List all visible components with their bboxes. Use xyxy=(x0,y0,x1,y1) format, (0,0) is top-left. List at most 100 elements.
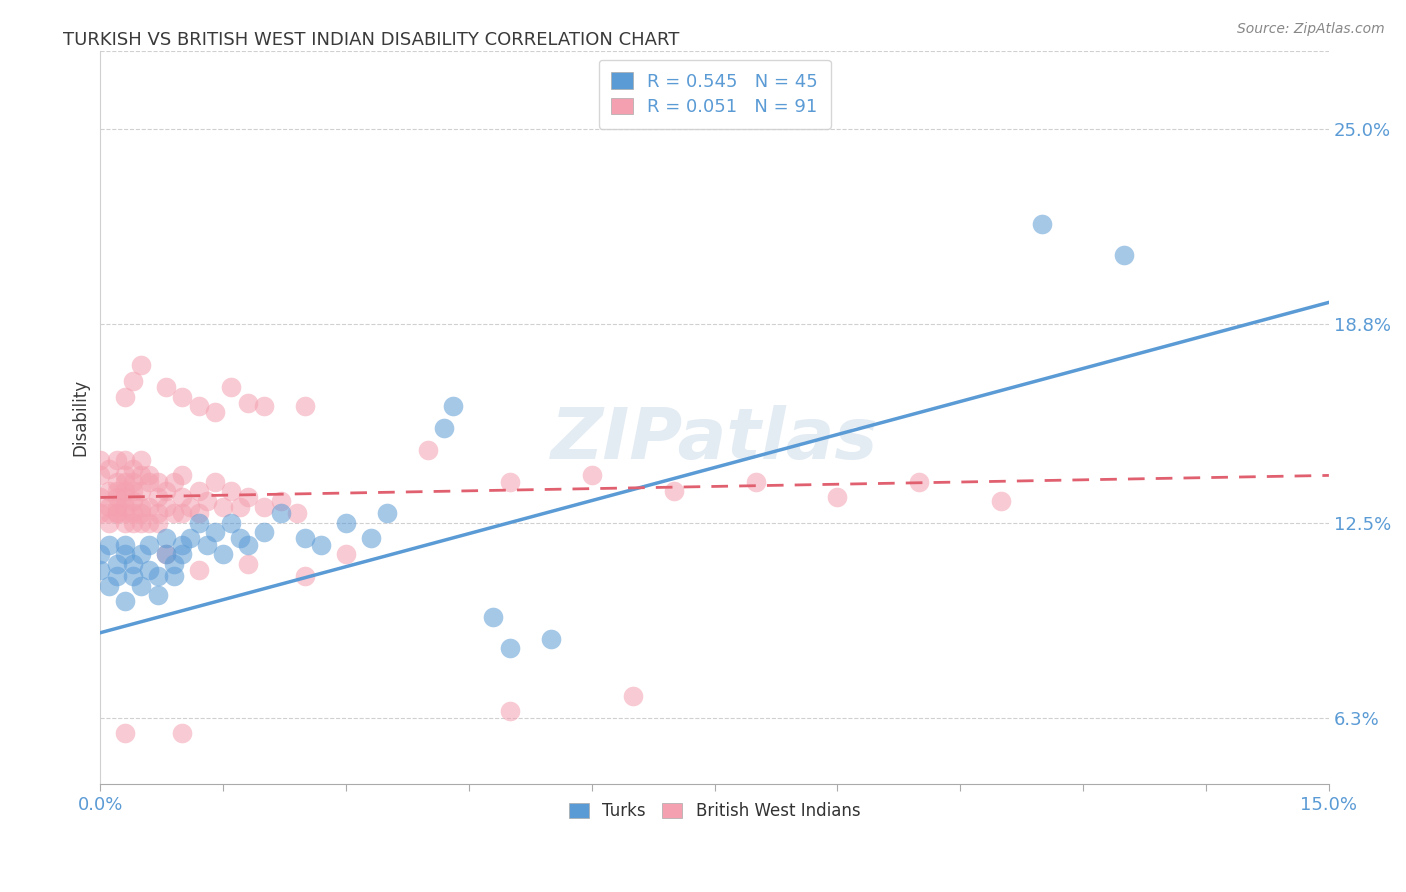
Point xyxy=(285,506,308,520)
Point xyxy=(105,452,128,467)
Point xyxy=(187,506,209,520)
Point xyxy=(122,475,145,489)
Point xyxy=(294,532,316,546)
Point xyxy=(129,452,152,467)
Point xyxy=(89,506,111,520)
Point xyxy=(172,468,194,483)
Point xyxy=(253,524,276,539)
Point xyxy=(187,563,209,577)
Point xyxy=(360,532,382,546)
Point xyxy=(221,380,243,394)
Point xyxy=(129,506,152,520)
Point xyxy=(138,468,160,483)
Point xyxy=(122,516,145,530)
Point xyxy=(114,484,136,499)
Legend: Turks, British West Indians: Turks, British West Indians xyxy=(562,796,868,827)
Point xyxy=(375,506,398,520)
Point xyxy=(187,399,209,413)
Point xyxy=(253,500,276,514)
Point xyxy=(204,475,226,489)
Point xyxy=(89,452,111,467)
Point xyxy=(114,468,136,483)
Point xyxy=(129,578,152,592)
Point xyxy=(122,557,145,571)
Point xyxy=(163,475,186,489)
Point xyxy=(114,516,136,530)
Point xyxy=(97,506,120,520)
Point xyxy=(114,500,136,514)
Point xyxy=(581,468,603,483)
Point xyxy=(433,421,456,435)
Point xyxy=(105,557,128,571)
Point xyxy=(97,462,120,476)
Point xyxy=(105,475,128,489)
Point xyxy=(155,484,177,499)
Point xyxy=(114,475,136,489)
Point xyxy=(138,516,160,530)
Point xyxy=(129,359,152,373)
Point xyxy=(236,557,259,571)
Point xyxy=(253,399,276,413)
Text: Source: ZipAtlas.com: Source: ZipAtlas.com xyxy=(1237,22,1385,37)
Point xyxy=(129,500,152,514)
Point xyxy=(122,493,145,508)
Point xyxy=(236,396,259,410)
Point xyxy=(114,506,136,520)
Point xyxy=(236,538,259,552)
Point xyxy=(212,500,235,514)
Point xyxy=(114,726,136,740)
Point xyxy=(155,380,177,394)
Point xyxy=(146,506,169,520)
Point xyxy=(146,491,169,505)
Point xyxy=(138,475,160,489)
Point xyxy=(540,632,562,646)
Point xyxy=(129,547,152,561)
Point xyxy=(122,569,145,583)
Point xyxy=(163,557,186,571)
Point xyxy=(335,547,357,561)
Point xyxy=(195,538,218,552)
Point xyxy=(146,475,169,489)
Point xyxy=(138,538,160,552)
Point xyxy=(236,491,259,505)
Point xyxy=(228,500,250,514)
Point xyxy=(187,516,209,530)
Point xyxy=(146,588,169,602)
Point xyxy=(122,374,145,388)
Point xyxy=(105,506,128,520)
Point xyxy=(179,532,201,546)
Point xyxy=(163,569,186,583)
Point xyxy=(163,506,186,520)
Point xyxy=(155,547,177,561)
Point xyxy=(89,491,111,505)
Point xyxy=(499,705,522,719)
Point xyxy=(146,569,169,583)
Point xyxy=(114,594,136,608)
Point xyxy=(1114,248,1136,262)
Text: TURKISH VS BRITISH WEST INDIAN DISABILITY CORRELATION CHART: TURKISH VS BRITISH WEST INDIAN DISABILIT… xyxy=(63,31,679,49)
Text: ZIPatlas: ZIPatlas xyxy=(551,405,879,474)
Point xyxy=(990,493,1012,508)
Point xyxy=(744,475,766,489)
Point xyxy=(179,500,201,514)
Point xyxy=(155,532,177,546)
Point xyxy=(97,484,120,499)
Point xyxy=(270,493,292,508)
Point xyxy=(221,484,243,499)
Point xyxy=(122,484,145,499)
Point xyxy=(499,641,522,656)
Point xyxy=(155,500,177,514)
Point xyxy=(270,506,292,520)
Point xyxy=(172,390,194,404)
Point xyxy=(212,547,235,561)
Point xyxy=(335,516,357,530)
Point xyxy=(114,452,136,467)
Point xyxy=(129,516,152,530)
Point xyxy=(122,506,145,520)
Point xyxy=(155,547,177,561)
Point xyxy=(114,547,136,561)
Point xyxy=(89,468,111,483)
Point xyxy=(97,500,120,514)
Point xyxy=(129,468,152,483)
Point xyxy=(621,689,644,703)
